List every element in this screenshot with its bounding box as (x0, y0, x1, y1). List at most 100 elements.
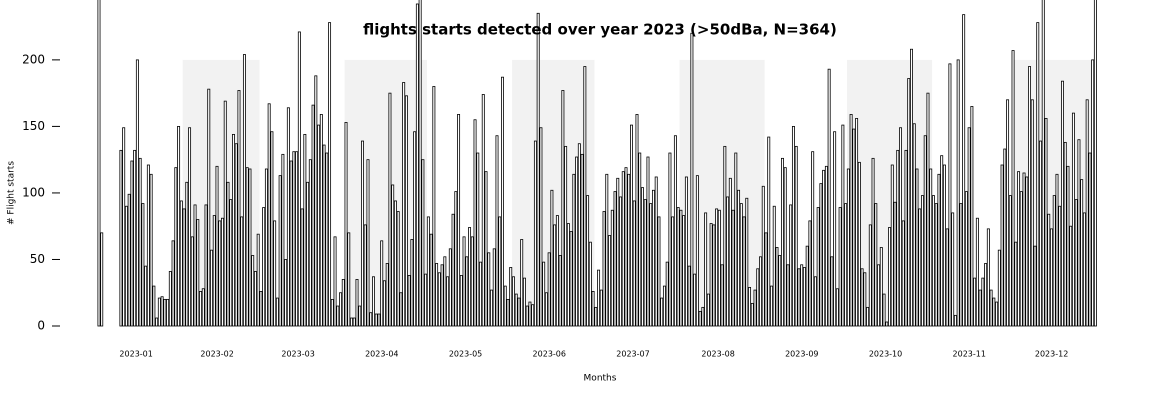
bar (896, 149, 900, 327)
bar (278, 175, 282, 327)
bar (756, 268, 760, 327)
bar (712, 224, 716, 327)
bar (819, 183, 823, 327)
bar (385, 263, 389, 327)
bar (857, 161, 861, 327)
bar (1044, 118, 1048, 327)
bar (319, 114, 323, 327)
bar (410, 239, 414, 327)
bar (193, 204, 197, 327)
bar (912, 123, 916, 327)
bar (275, 297, 279, 327)
bar (882, 293, 886, 327)
bar (841, 124, 845, 327)
bar (632, 200, 636, 327)
bar (1011, 50, 1015, 327)
bar (731, 209, 735, 327)
bar (956, 59, 960, 327)
bar (141, 203, 145, 327)
bar (989, 289, 993, 327)
bar (808, 220, 812, 327)
bar (470, 236, 474, 327)
bar (835, 288, 839, 327)
bar (281, 153, 285, 327)
bar (418, 0, 422, 327)
bar (594, 306, 598, 327)
bar (635, 114, 639, 327)
bar (166, 298, 170, 327)
bar (426, 216, 430, 327)
bar (253, 271, 257, 327)
bar (391, 184, 395, 327)
bar (778, 255, 782, 327)
x-tick-label: 2023-03 (281, 350, 314, 359)
bar (789, 204, 793, 327)
bar (583, 66, 587, 327)
bar (506, 298, 510, 327)
bar (336, 305, 340, 327)
bar (429, 233, 433, 327)
bar (234, 143, 238, 327)
bar (750, 302, 754, 327)
bar (1058, 205, 1062, 327)
bar (1082, 212, 1086, 327)
bar (1022, 172, 1026, 327)
bar (262, 207, 266, 327)
bar (1003, 148, 1007, 327)
x-tick-label: 2023-05 (449, 350, 482, 359)
bar (1036, 22, 1040, 327)
bar (1066, 165, 1070, 327)
bar (781, 157, 784, 327)
bar (890, 164, 894, 327)
y-tick-label: 150 (22, 119, 45, 133)
bar (827, 68, 831, 327)
bar (1039, 140, 1042, 327)
bar (221, 217, 224, 327)
y-tick-label: 50 (30, 252, 45, 266)
bar (901, 220, 905, 327)
bar (215, 165, 219, 327)
bar (388, 92, 392, 327)
bar (660, 297, 664, 327)
bar (1069, 225, 1073, 327)
bar (135, 59, 139, 327)
bar (443, 256, 447, 327)
bar (514, 293, 518, 327)
bar (910, 48, 913, 327)
bar (737, 189, 741, 327)
bar (256, 233, 260, 327)
bar (124, 205, 128, 327)
x-tick-label: 2023-01 (119, 350, 152, 359)
bar (811, 151, 815, 327)
bar (616, 177, 620, 327)
bar (97, 0, 101, 327)
bar (986, 228, 990, 327)
bar (717, 209, 721, 327)
bar (240, 216, 244, 327)
bar (229, 199, 233, 327)
bar (155, 317, 159, 327)
bar (303, 133, 307, 327)
bar (682, 215, 686, 327)
bar (975, 217, 979, 327)
bar (1028, 66, 1031, 327)
bar (190, 236, 194, 327)
bar (720, 264, 724, 327)
bar (177, 126, 181, 327)
bar (833, 131, 837, 327)
bar (511, 276, 515, 327)
bar (328, 22, 332, 327)
bar (973, 277, 977, 327)
bar (995, 301, 999, 327)
bar (503, 285, 507, 327)
bar (621, 171, 625, 327)
bar (286, 107, 290, 327)
bar (709, 223, 713, 327)
bar (953, 314, 957, 327)
bar (934, 203, 938, 327)
bar (855, 118, 859, 327)
bar (728, 177, 732, 327)
bar (599, 289, 603, 327)
y-axis-label: # Flight starts (7, 161, 17, 225)
bar (371, 276, 375, 327)
